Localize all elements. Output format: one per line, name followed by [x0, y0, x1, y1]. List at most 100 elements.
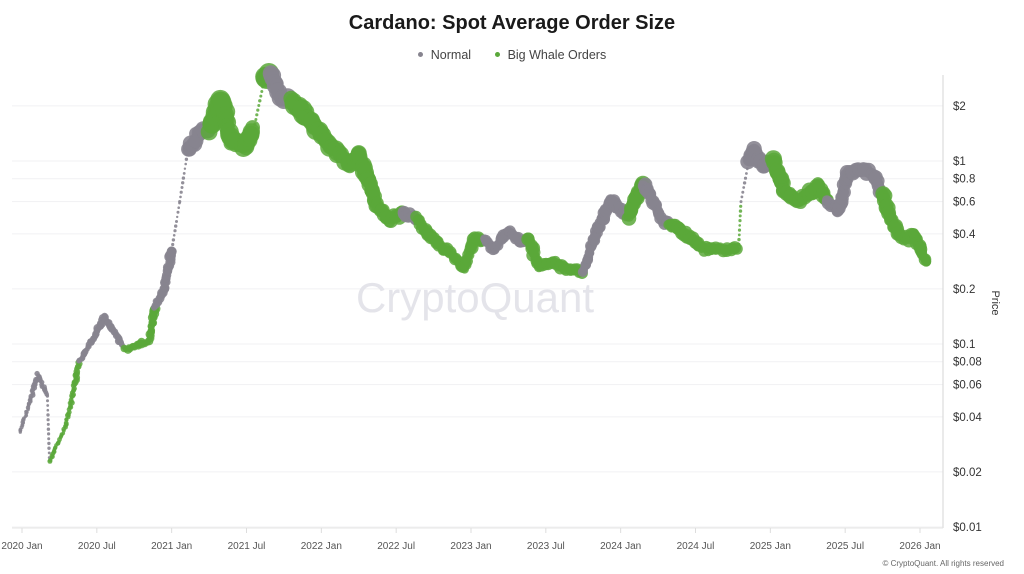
point-normal [179, 190, 183, 194]
legend-whale-label: Big Whale Orders [507, 47, 607, 62]
point-normal [47, 441, 51, 446]
y-tick-label: $0.06 [953, 380, 982, 392]
point-whale [738, 214, 742, 218]
point-normal [178, 200, 182, 204]
legend: Normal Big Whale Orders [0, 46, 1024, 62]
point-whale [738, 219, 742, 223]
point-normal [46, 418, 50, 422]
point-whale [737, 233, 741, 237]
point-whale [737, 242, 741, 247]
legend-item-whale[interactable]: Big Whale Orders [494, 47, 607, 62]
x-axis-ticks: 2020 Jan 2020 Jul 2021 Jan 2021 Jul 2022 Jan… [1, 528, 941, 552]
point-normal [171, 242, 175, 247]
point-whale [260, 90, 264, 93]
x-tick-label: 2024 Jan [600, 541, 641, 552]
x-tick-label: 2025 Jan [750, 541, 791, 552]
watermark: CryptoQuant [356, 274, 594, 321]
point-normal [181, 176, 186, 180]
point-normal [745, 172, 748, 175]
x-tick-label: 2025 Jul [826, 541, 864, 552]
point-normal [184, 157, 189, 161]
y-tick-label: $2 [953, 101, 966, 113]
point-normal [740, 195, 744, 199]
y-tick-label: $0.8 [953, 174, 975, 186]
point-whale [737, 247, 740, 251]
point-normal [175, 220, 178, 223]
y-tick-label: $0.2 [953, 284, 975, 296]
point-whale [256, 108, 260, 112]
point-normal [46, 399, 49, 403]
point-whale [258, 99, 262, 103]
point-normal [24, 409, 28, 414]
x-tick-label: 2020 Jul [78, 541, 116, 552]
legend-item-normal[interactable]: Normal [417, 47, 472, 62]
x-tick-label: 2023 Jul [527, 541, 565, 552]
point-whale [922, 258, 931, 267]
legend-normal-dot-icon [417, 52, 423, 57]
legend-whale-dot-icon [494, 52, 500, 57]
point-normal [181, 181, 185, 185]
y-tick-label: $0.1 [953, 339, 975, 351]
point-normal [46, 413, 50, 417]
y-tick-label: $0.04 [953, 412, 982, 424]
point-whale [253, 122, 257, 126]
point-whale [252, 127, 256, 131]
point-whale [63, 420, 69, 426]
point-normal [172, 234, 176, 237]
point-normal [742, 186, 746, 189]
point-whale [254, 118, 258, 121]
point-normal [743, 176, 748, 180]
point-whale [259, 94, 263, 98]
point-whale [731, 243, 743, 255]
x-tick-label: 2023 Jan [450, 541, 491, 552]
point-normal [173, 229, 177, 233]
point-whale [257, 104, 261, 107]
point-normal [176, 210, 180, 214]
x-tick-label: 2026 Jan [899, 541, 940, 552]
point-normal [47, 446, 51, 450]
x-tick-label: 2022 Jul [377, 541, 415, 552]
point-normal [742, 181, 747, 185]
point-whale [255, 113, 259, 117]
x-tick-label: 2021 Jul [228, 541, 266, 552]
point-normal [739, 200, 743, 204]
point-normal [47, 432, 51, 436]
point-normal [183, 167, 187, 170]
point-normal [47, 437, 51, 441]
point-normal [182, 172, 186, 175]
y-tick-label: $0.08 [953, 357, 982, 369]
point-whale [738, 224, 741, 227]
point-normal [166, 246, 177, 257]
point-normal [46, 408, 50, 412]
legend-normal-label: Normal [430, 47, 472, 62]
x-tick-label: 2021 Jan [151, 541, 192, 552]
point-normal [46, 427, 51, 431]
point-normal [177, 206, 180, 209]
point-normal [170, 247, 174, 251]
point-normal [741, 190, 745, 194]
copyright: © CryptoQuant. All rights reserved [882, 559, 1005, 568]
point-normal [180, 186, 184, 189]
point-normal [174, 224, 178, 228]
x-tick-label: 2022 Jan [301, 541, 342, 552]
point-normal [46, 404, 50, 407]
point-whale [738, 209, 743, 213]
point-normal [171, 238, 176, 242]
point-normal [45, 394, 50, 398]
x-tick-label: 2024 Jul [677, 541, 715, 552]
point-whale [737, 228, 742, 232]
y-axis-ticks: $2 $1 $0.8 $0.6 $0.4 $0.2 $0.1 $0.08 $0.06 $0.04 $… [953, 101, 982, 534]
y-axis-label: Price [989, 290, 1001, 315]
point-whale [739, 204, 743, 208]
point-whale [245, 120, 260, 135]
data-points [18, 62, 932, 464]
y-tick-label: $0.01 [953, 522, 982, 534]
y-tick-label: $1 [953, 156, 966, 168]
chart-title: Cardano: Spot Average Order Size [348, 12, 676, 34]
point-normal [47, 451, 51, 455]
y-tick-label: $0.02 [953, 467, 982, 479]
point-normal [46, 422, 50, 426]
y-tick-label: $0.4 [953, 229, 976, 241]
x-tick-label: 2020 Jan [1, 541, 42, 552]
